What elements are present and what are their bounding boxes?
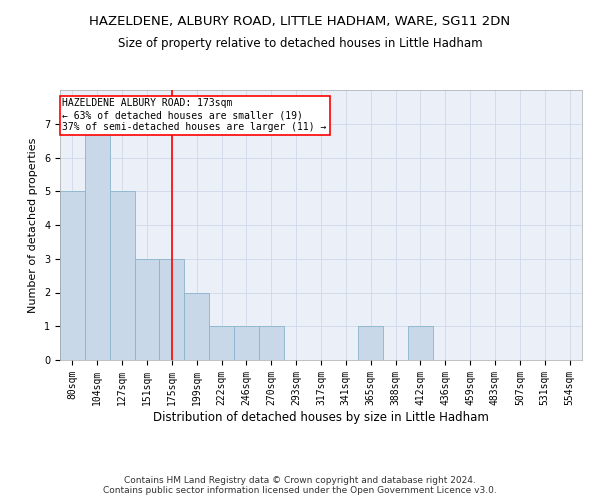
Text: HAZELDENE ALBURY ROAD: 173sqm
← 63% of detached houses are smaller (19)
37% of s: HAZELDENE ALBURY ROAD: 173sqm ← 63% of d… — [62, 98, 327, 132]
Bar — [85, 124, 110, 360]
Text: Size of property relative to detached houses in Little Hadham: Size of property relative to detached ho… — [118, 38, 482, 51]
Bar — [358, 326, 383, 360]
Bar — [160, 259, 184, 360]
X-axis label: Distribution of detached houses by size in Little Hadham: Distribution of detached houses by size … — [153, 410, 489, 424]
Bar — [134, 259, 160, 360]
Bar — [234, 326, 259, 360]
Bar — [110, 191, 134, 360]
Bar — [259, 326, 284, 360]
Bar — [184, 292, 209, 360]
Bar — [408, 326, 433, 360]
Text: Contains HM Land Registry data © Crown copyright and database right 2024.
Contai: Contains HM Land Registry data © Crown c… — [103, 476, 497, 495]
Y-axis label: Number of detached properties: Number of detached properties — [28, 138, 38, 312]
Bar — [209, 326, 234, 360]
Bar — [60, 191, 85, 360]
Text: HAZELDENE, ALBURY ROAD, LITTLE HADHAM, WARE, SG11 2DN: HAZELDENE, ALBURY ROAD, LITTLE HADHAM, W… — [89, 15, 511, 28]
